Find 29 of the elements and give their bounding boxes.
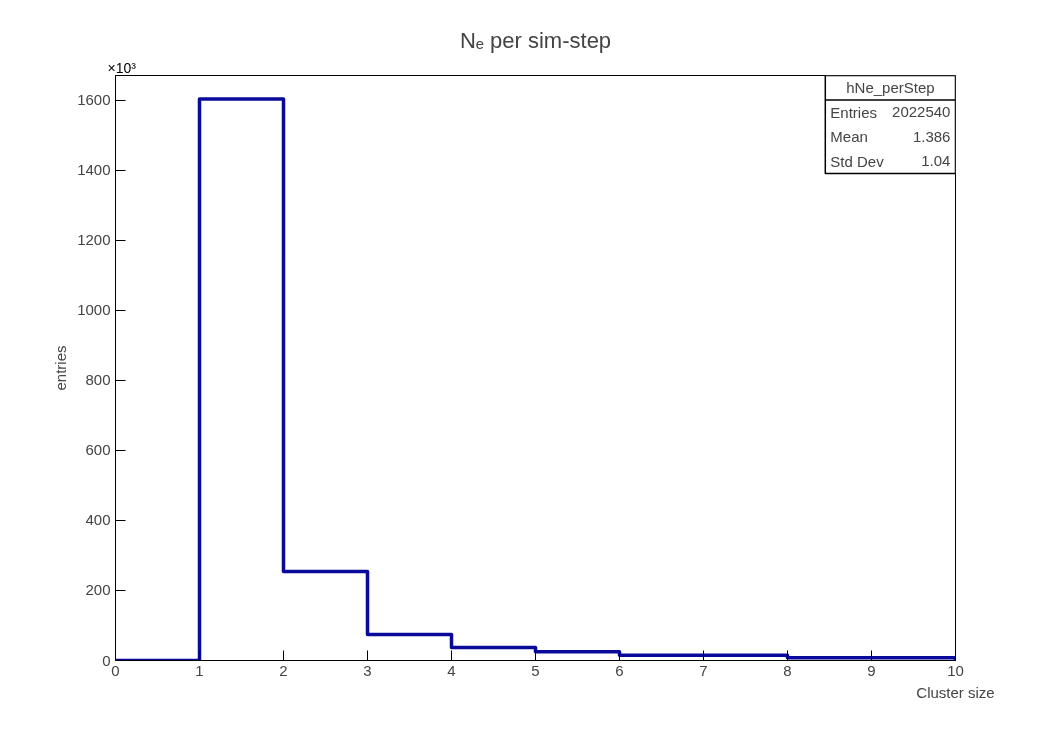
y-tick-label: 1000 <box>77 301 111 319</box>
y-tick-label: 200 <box>85 581 111 599</box>
x-tick-label: 9 <box>867 661 876 679</box>
x-tick-label: 3 <box>363 661 372 679</box>
x-tick-label: 5 <box>531 661 540 679</box>
annotation: 1.04 <box>921 152 951 170</box>
annotation: Mean <box>830 128 868 146</box>
x-tick-label: 6 <box>615 661 624 679</box>
x-axis-title: Cluster size <box>916 683 995 701</box>
y-tick-label: 400 <box>85 511 111 529</box>
x-tick-label: 2 <box>279 661 288 679</box>
text: ×10³ <box>107 59 137 76</box>
annotation: hNe_perStep <box>846 79 935 97</box>
annotation: 2022540 <box>892 103 951 121</box>
x-tick-label: 4 <box>447 661 456 679</box>
annotation: Entries <box>830 103 878 121</box>
x-tick-label: 7 <box>699 661 708 679</box>
y-tick-label: 1200 <box>77 231 111 249</box>
x-tick-label: 8 <box>783 661 792 679</box>
y-tick-label: 800 <box>85 371 111 389</box>
x-tick-label: 10 <box>947 661 964 679</box>
annotation: 1.386 <box>912 127 951 145</box>
annotation: Std Dev <box>830 152 885 170</box>
y-tick-label: 600 <box>85 441 111 459</box>
chart-title: Nₑ per sim-step <box>459 27 612 53</box>
y-tick-label: 1400 <box>77 161 111 179</box>
y-tick-label: 1600 <box>77 91 111 109</box>
x-tick-label: 1 <box>195 661 204 679</box>
y-axis-title: entries <box>52 345 70 391</box>
